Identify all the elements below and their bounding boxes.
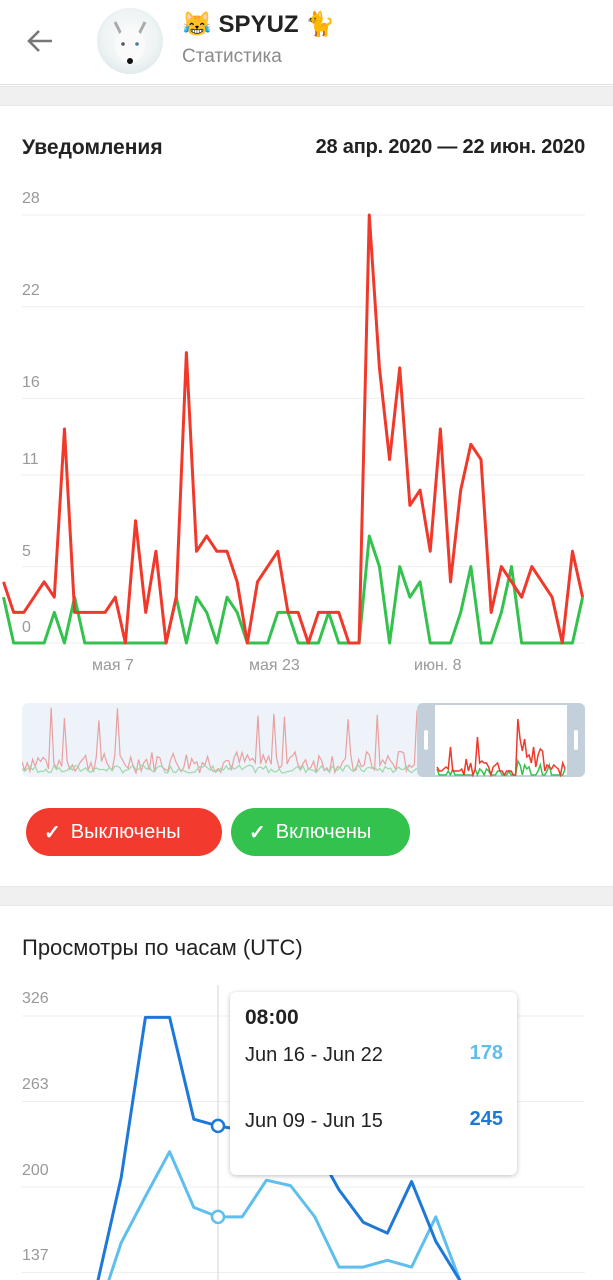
y-tick: 22 bbox=[22, 282, 40, 299]
y-tick: 200 bbox=[22, 1162, 49, 1179]
arrow-left-icon[interactable] bbox=[24, 26, 56, 56]
toggle-label: Включены bbox=[275, 820, 372, 843]
tooltip-series-label: Jun 09 - Jun 15 bbox=[245, 1110, 383, 1132]
check-icon: ✓ bbox=[44, 821, 61, 844]
mini-series-line bbox=[436, 758, 566, 777]
y-tick: 16 bbox=[22, 374, 40, 391]
y-tick: 0 bbox=[22, 619, 31, 636]
y-tick: 5 bbox=[22, 543, 31, 560]
range-handle-left bbox=[424, 730, 428, 750]
tooltip-time: 08:00 bbox=[245, 1006, 299, 1029]
mini-series-line bbox=[22, 707, 418, 775]
notifications-chart[interactable] bbox=[0, 200, 613, 650]
mini-series-line bbox=[436, 718, 566, 777]
date-range: 28 апр. 2020 — 22 июн. 2020 bbox=[315, 136, 586, 158]
top-bar: 😹 SPYUZ 🐈 Статистика bbox=[0, 0, 613, 85]
y-tick: 28 bbox=[22, 190, 40, 207]
x-tick: мая 23 bbox=[249, 657, 300, 674]
chart-tooltip: 08:00 Jun 16 - Jun 22 178 Jun 09 - Jun 1… bbox=[230, 992, 517, 1175]
y-tick: 326 bbox=[22, 990, 49, 1007]
toggle-disabled-series[interactable]: ✓ Выключены bbox=[26, 808, 222, 856]
chat-title: 😹 SPYUZ 🐈 bbox=[182, 11, 336, 38]
x-tick: июн. 8 bbox=[414, 657, 462, 674]
x-tick: мая 7 bbox=[92, 657, 134, 674]
section-divider bbox=[0, 86, 613, 106]
range-selector[interactable] bbox=[22, 703, 585, 777]
series-line bbox=[107, 1150, 462, 1280]
mini-series-line bbox=[22, 764, 418, 774]
toggle-label: Выключены bbox=[70, 820, 181, 843]
y-tick: 263 bbox=[22, 1076, 49, 1093]
section-divider bbox=[0, 886, 613, 906]
card-title: Уведомления bbox=[22, 136, 163, 159]
avatar[interactable] bbox=[97, 8, 163, 74]
tooltip-series-label: Jun 16 - Jun 22 bbox=[245, 1044, 383, 1066]
toggle-enabled-series[interactable]: ✓ Включены bbox=[231, 808, 410, 856]
check-icon: ✓ bbox=[249, 821, 266, 844]
hover-point bbox=[210, 1118, 226, 1134]
tooltip-series-value: 245 bbox=[469, 1108, 503, 1130]
series-line bbox=[2, 534, 585, 645]
y-tick: 137 bbox=[22, 1247, 49, 1264]
series-line bbox=[2, 213, 585, 645]
chat-subtitle: Статистика bbox=[182, 46, 282, 67]
range-handle-right bbox=[574, 730, 578, 750]
notifications-card: Уведомления 28 апр. 2020 — 22 июн. 2020 bbox=[0, 106, 613, 886]
card-title: Просмотры по часам (UTC) bbox=[22, 935, 303, 960]
range-window bbox=[435, 705, 567, 775]
tooltip-series-value: 178 bbox=[469, 1042, 503, 1064]
hover-point bbox=[210, 1209, 226, 1225]
y-tick: 11 bbox=[22, 451, 39, 468]
